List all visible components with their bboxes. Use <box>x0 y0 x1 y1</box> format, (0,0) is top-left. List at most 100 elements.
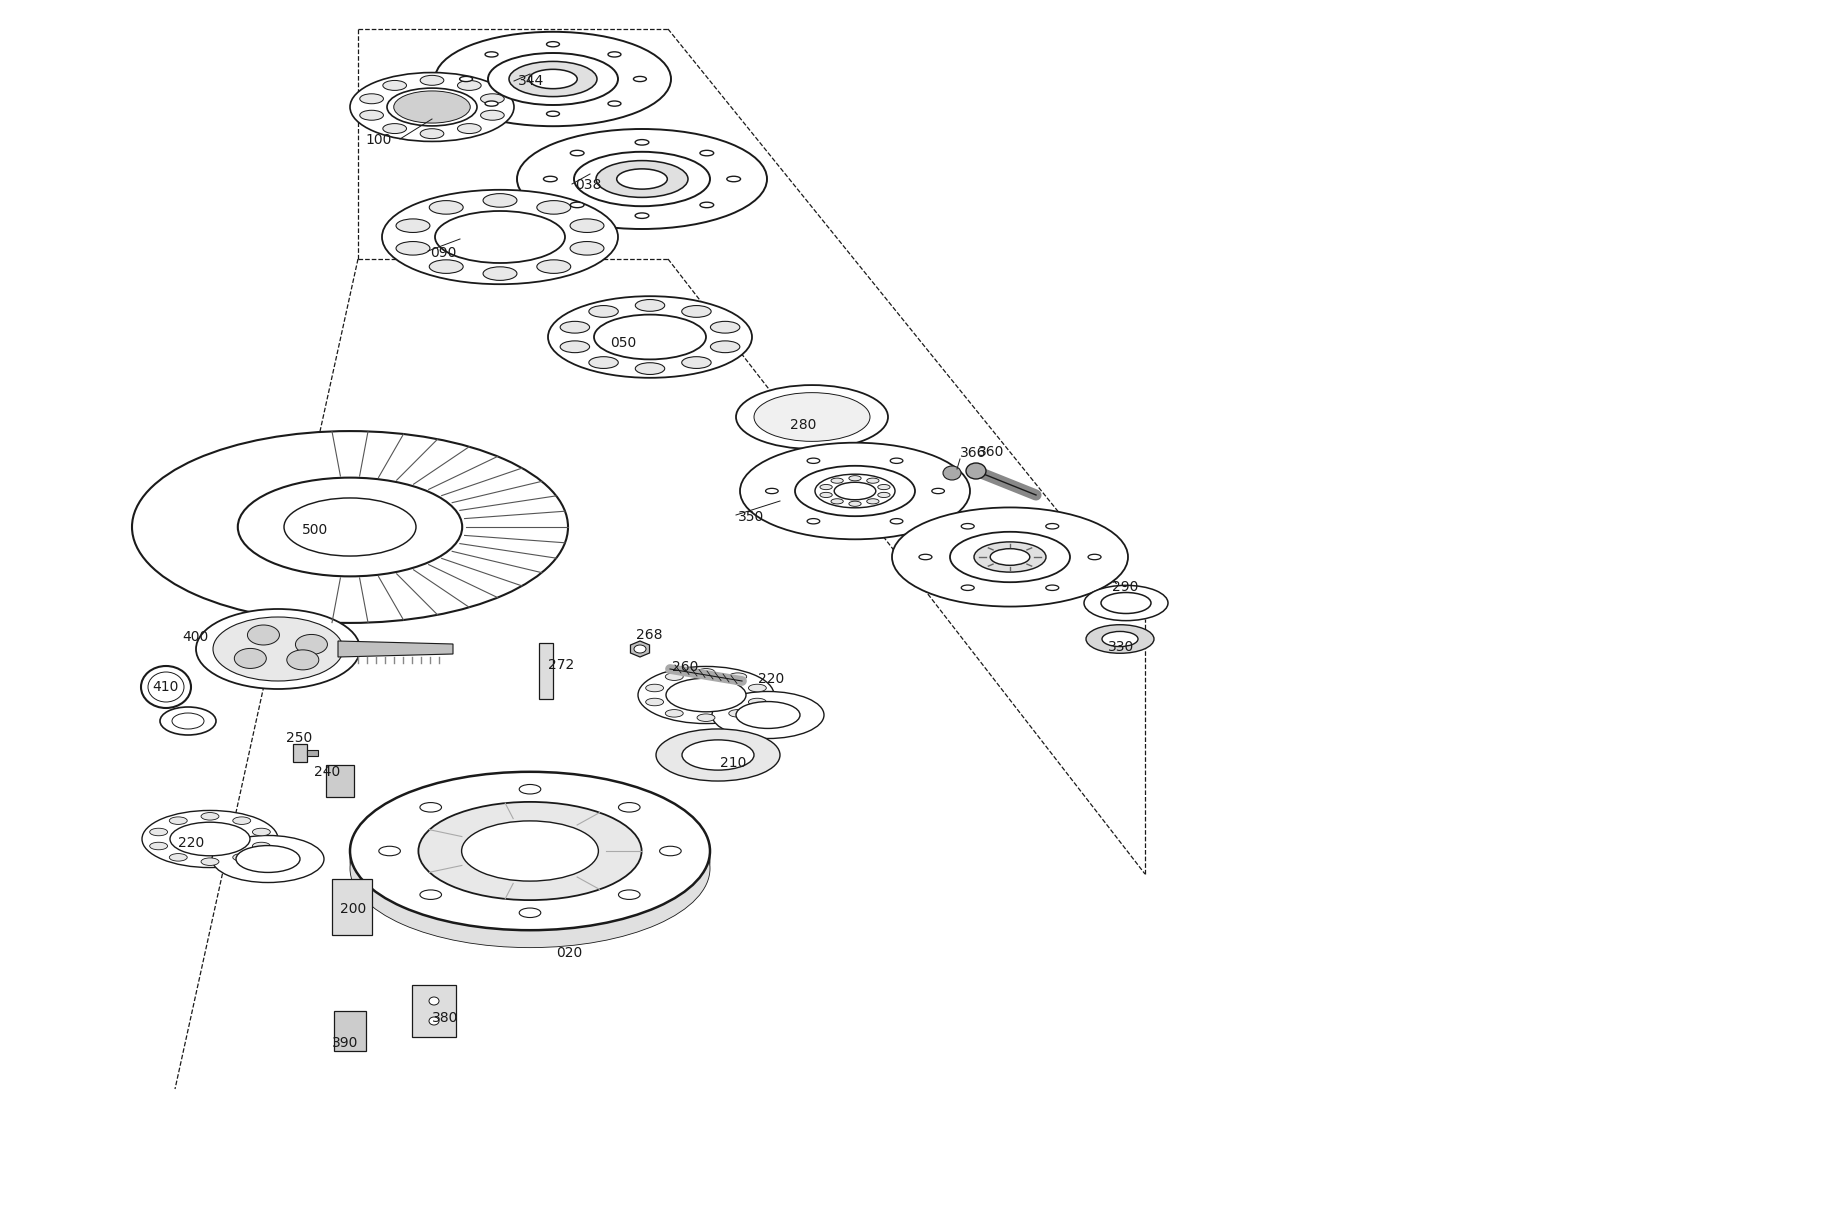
Ellipse shape <box>1087 624 1155 654</box>
Ellipse shape <box>766 488 778 494</box>
Ellipse shape <box>571 203 584 208</box>
Ellipse shape <box>711 321 740 333</box>
Text: 038: 038 <box>575 178 602 192</box>
Ellipse shape <box>637 666 775 724</box>
Ellipse shape <box>633 645 646 653</box>
Ellipse shape <box>962 585 975 590</box>
Ellipse shape <box>595 315 707 359</box>
Ellipse shape <box>419 801 641 900</box>
Ellipse shape <box>485 52 498 57</box>
Ellipse shape <box>351 782 711 940</box>
Ellipse shape <box>485 101 498 106</box>
Ellipse shape <box>233 854 252 862</box>
Ellipse shape <box>520 908 542 918</box>
Ellipse shape <box>378 847 400 855</box>
Ellipse shape <box>848 476 861 481</box>
Ellipse shape <box>700 150 714 156</box>
Ellipse shape <box>171 822 250 855</box>
Ellipse shape <box>430 200 463 214</box>
Ellipse shape <box>547 296 753 377</box>
Text: 500: 500 <box>301 524 329 537</box>
Ellipse shape <box>420 75 444 85</box>
Text: 390: 390 <box>332 1036 358 1050</box>
Ellipse shape <box>666 678 745 712</box>
Ellipse shape <box>169 817 187 825</box>
Ellipse shape <box>296 634 327 655</box>
Ellipse shape <box>213 617 343 681</box>
Polygon shape <box>332 879 373 935</box>
Polygon shape <box>294 744 307 762</box>
Ellipse shape <box>867 499 879 504</box>
Ellipse shape <box>160 707 217 735</box>
Ellipse shape <box>529 69 577 88</box>
Ellipse shape <box>457 80 481 91</box>
Ellipse shape <box>990 548 1030 565</box>
Ellipse shape <box>659 847 681 855</box>
Ellipse shape <box>635 300 665 311</box>
Ellipse shape <box>962 524 975 528</box>
Ellipse shape <box>698 714 714 721</box>
Ellipse shape <box>547 111 560 117</box>
Ellipse shape <box>966 463 986 479</box>
Ellipse shape <box>384 124 406 134</box>
Ellipse shape <box>832 499 843 504</box>
Ellipse shape <box>665 673 683 681</box>
Text: 020: 020 <box>556 946 582 960</box>
Text: 272: 272 <box>547 658 575 672</box>
Ellipse shape <box>481 93 505 103</box>
Ellipse shape <box>608 52 621 57</box>
Ellipse shape <box>633 76 646 81</box>
Text: 344: 344 <box>518 74 543 88</box>
Ellipse shape <box>589 356 619 369</box>
Polygon shape <box>411 984 455 1037</box>
Ellipse shape <box>1102 632 1138 646</box>
Ellipse shape <box>151 828 167 836</box>
Ellipse shape <box>248 626 279 645</box>
Ellipse shape <box>749 698 766 705</box>
Polygon shape <box>630 642 650 658</box>
Ellipse shape <box>360 111 384 120</box>
Ellipse shape <box>808 519 819 524</box>
Ellipse shape <box>635 213 648 219</box>
Text: 350: 350 <box>738 510 764 524</box>
Ellipse shape <box>1102 592 1151 613</box>
Ellipse shape <box>575 152 711 206</box>
Ellipse shape <box>430 1018 439 1025</box>
Ellipse shape <box>235 649 266 669</box>
Text: 400: 400 <box>182 630 207 644</box>
Ellipse shape <box>360 93 384 103</box>
Ellipse shape <box>461 821 599 881</box>
Ellipse shape <box>646 698 663 705</box>
Ellipse shape <box>459 76 472 81</box>
Text: 050: 050 <box>610 336 637 350</box>
Ellipse shape <box>233 817 252 825</box>
Ellipse shape <box>729 709 747 717</box>
Ellipse shape <box>821 484 832 489</box>
Ellipse shape <box>252 828 270 836</box>
Ellipse shape <box>430 997 439 1005</box>
Ellipse shape <box>848 501 861 506</box>
Ellipse shape <box>169 854 187 862</box>
Ellipse shape <box>132 431 567 623</box>
Ellipse shape <box>173 713 204 729</box>
Polygon shape <box>334 1011 365 1051</box>
Ellipse shape <box>646 685 663 692</box>
Ellipse shape <box>397 242 430 256</box>
Ellipse shape <box>286 650 319 670</box>
Ellipse shape <box>488 53 619 104</box>
Ellipse shape <box>483 194 518 208</box>
Ellipse shape <box>520 784 542 794</box>
Ellipse shape <box>1047 585 1059 590</box>
Ellipse shape <box>711 340 740 353</box>
Ellipse shape <box>890 519 903 524</box>
Ellipse shape <box>1089 554 1102 559</box>
Ellipse shape <box>736 702 800 729</box>
Ellipse shape <box>755 392 870 441</box>
Ellipse shape <box>420 890 441 900</box>
Ellipse shape <box>749 685 766 692</box>
Ellipse shape <box>619 803 641 812</box>
Ellipse shape <box>597 161 688 198</box>
Ellipse shape <box>435 32 670 127</box>
Ellipse shape <box>727 176 740 182</box>
Ellipse shape <box>351 73 514 141</box>
